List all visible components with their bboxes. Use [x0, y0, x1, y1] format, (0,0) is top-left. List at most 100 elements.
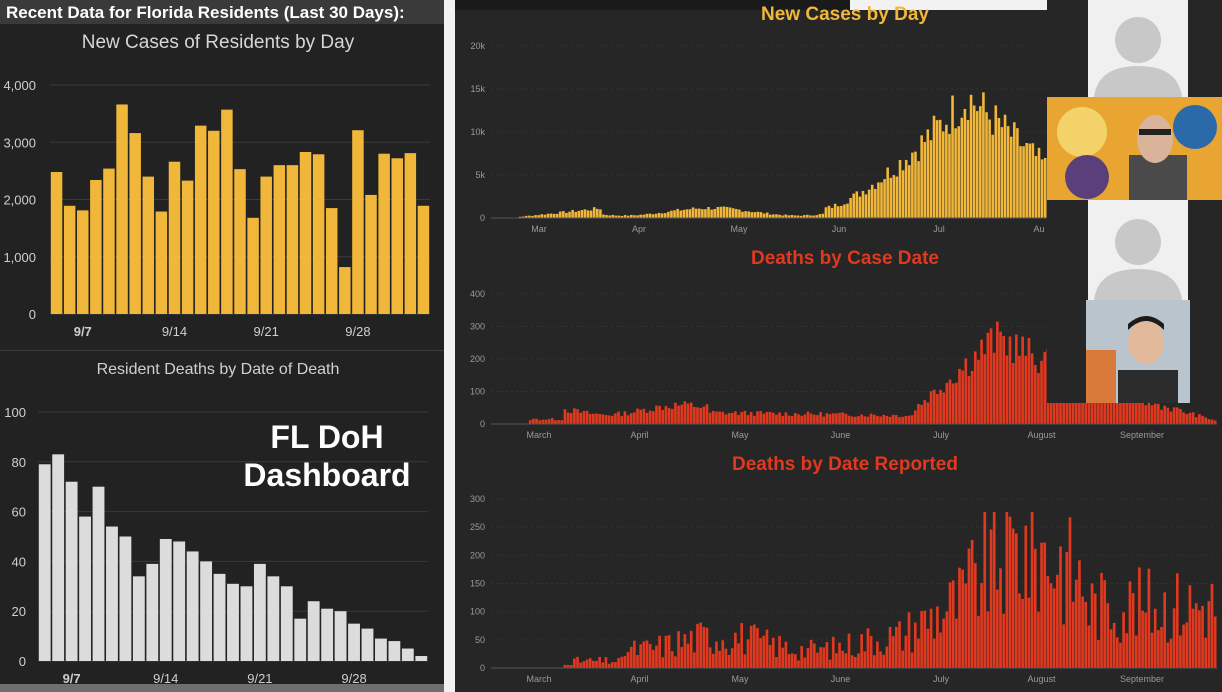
bar — [620, 656, 624, 668]
bar — [858, 196, 862, 218]
bar — [756, 628, 759, 668]
bar — [1122, 612, 1125, 668]
bar — [892, 175, 896, 218]
participant-tile-3[interactable] — [1088, 200, 1188, 300]
bar — [872, 655, 876, 668]
bar — [667, 211, 670, 218]
bar — [910, 415, 914, 424]
participant-video-4[interactable] — [1086, 300, 1190, 403]
bar — [1081, 596, 1084, 668]
participant-video-2[interactable] — [1047, 97, 1222, 200]
bar — [743, 410, 747, 424]
bar — [973, 351, 977, 424]
bar — [948, 133, 951, 218]
left-panel-bottom-bar — [0, 684, 444, 692]
bar — [655, 405, 658, 424]
bar — [781, 647, 785, 668]
bar — [806, 411, 810, 424]
bar — [1106, 603, 1110, 668]
bar — [850, 655, 854, 668]
bar — [762, 413, 766, 424]
bar — [1018, 593, 1021, 668]
bar — [518, 216, 522, 218]
bar — [1204, 417, 1208, 424]
bar — [759, 212, 763, 218]
bar — [1122, 395, 1125, 424]
x-tick-label: June — [831, 674, 851, 684]
bar — [796, 215, 800, 218]
bar — [1040, 542, 1043, 668]
bar — [816, 415, 819, 424]
bar — [771, 637, 775, 668]
bar — [790, 415, 794, 424]
bar — [1163, 592, 1166, 668]
bar — [725, 206, 729, 218]
bar — [607, 663, 611, 668]
x-tick-label: March — [526, 430, 551, 440]
bar — [1109, 629, 1113, 668]
chart-title-new-cases-by-day: New Cases by Day — [761, 4, 929, 25]
chart-title-deaths-by-date-reported: Deaths by Date Reported — [732, 454, 958, 475]
bar — [771, 412, 775, 424]
bar — [885, 646, 889, 668]
bar — [1043, 351, 1047, 424]
y-tick-label: 4,000 — [3, 78, 36, 93]
bar — [691, 207, 695, 218]
y-tick-label: 0 — [480, 419, 485, 429]
bar — [557, 420, 560, 424]
bar — [730, 412, 734, 424]
bar — [629, 646, 633, 668]
bar — [679, 210, 683, 218]
bar — [601, 662, 605, 668]
bar — [784, 412, 788, 424]
bar — [583, 209, 587, 218]
x-tick-label: 9/14 — [162, 324, 187, 339]
bar — [1198, 414, 1201, 424]
bar — [582, 411, 586, 424]
bar — [92, 486, 105, 661]
bar — [854, 656, 857, 668]
bar — [1150, 632, 1154, 668]
bar — [988, 119, 991, 218]
x-tick-label: Apr — [632, 224, 646, 234]
bar — [901, 416, 905, 424]
bar — [592, 207, 596, 218]
bar — [866, 416, 870, 424]
bar — [321, 608, 334, 661]
bar — [828, 414, 832, 424]
bar — [746, 639, 750, 668]
bar — [388, 641, 401, 661]
bar — [588, 658, 592, 668]
bar — [824, 207, 828, 218]
bar — [932, 115, 936, 218]
bar — [872, 414, 876, 424]
bar — [923, 142, 927, 218]
bar — [608, 215, 611, 218]
x-tick-label: 9/21 — [254, 324, 279, 339]
participant-tile-1[interactable] — [1088, 0, 1188, 97]
bar — [592, 660, 595, 668]
bar — [992, 511, 996, 668]
bar — [1160, 626, 1163, 668]
bar — [103, 168, 115, 314]
y-tick-label: 200 — [470, 354, 485, 364]
bar — [860, 414, 863, 424]
bar — [273, 165, 286, 314]
y-tick-label: 40 — [12, 554, 26, 569]
bar — [642, 408, 646, 424]
bar — [582, 661, 586, 668]
bar — [983, 511, 987, 668]
y-tick-label: 100 — [470, 607, 485, 617]
bar — [168, 161, 181, 314]
bar — [710, 209, 713, 218]
bar — [401, 648, 414, 661]
bar — [639, 644, 643, 668]
bar — [607, 415, 611, 424]
bar — [558, 211, 562, 218]
bar — [629, 413, 633, 424]
bar — [790, 215, 794, 218]
y-tick-label: 200 — [470, 550, 485, 560]
bar — [688, 209, 692, 218]
x-tick-label: Jun — [832, 224, 847, 234]
bar — [794, 413, 797, 424]
